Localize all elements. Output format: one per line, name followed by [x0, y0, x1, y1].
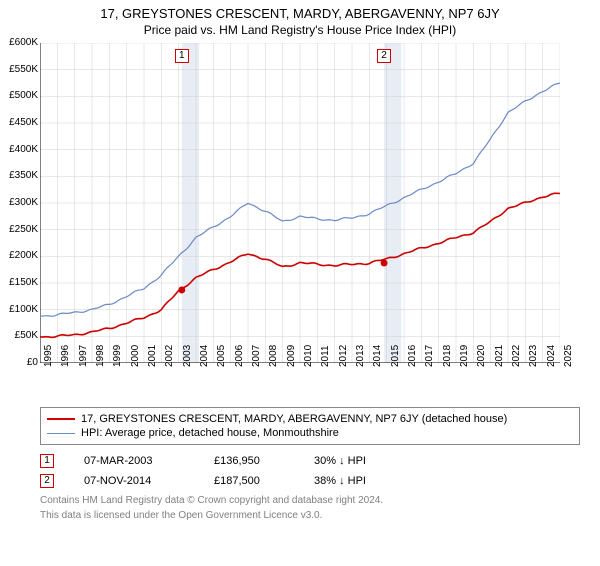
line-chart	[40, 43, 560, 363]
sale-date: 07-NOV-2014	[84, 475, 184, 487]
sale-marker: 1	[40, 454, 54, 468]
page-title: 17, GREYSTONES CRESCENT, MARDY, ABERGAVE…	[0, 6, 600, 21]
footnote-licence: This data is licensed under the Open Gov…	[40, 510, 580, 521]
x-axis-label: 2025	[563, 345, 585, 367]
y-axis-label: £450K	[2, 117, 38, 128]
legend-swatch	[47, 418, 75, 420]
legend-swatch	[47, 433, 75, 434]
y-axis-label: £500K	[2, 90, 38, 101]
chart-marker: 2	[377, 49, 391, 63]
y-axis-label: £300K	[2, 197, 38, 208]
y-axis-label: £350K	[2, 170, 38, 181]
sale-price: £187,500	[214, 475, 284, 487]
page-subtitle: Price paid vs. HM Land Registry's House …	[0, 23, 600, 37]
y-axis-label: £600K	[2, 37, 38, 48]
legend: 17, GREYSTONES CRESCENT, MARDY, ABERGAVE…	[40, 407, 580, 445]
sale-marker: 2	[40, 474, 54, 488]
sale-pct: 38% ↓ HPI	[314, 475, 366, 487]
sale-pct: 30% ↓ HPI	[314, 455, 366, 467]
chart-marker: 1	[175, 49, 189, 63]
y-axis-label: £50K	[2, 330, 38, 341]
chart-area: £0£50K£100K£150K£200K£250K£300K£350K£400…	[40, 43, 600, 383]
sales-table: 1 07-MAR-2003 £136,950 30% ↓ HPI 2 07-NOV-201…	[40, 451, 580, 491]
y-axis-label: £150K	[2, 277, 38, 288]
footnote-copyright: Contains HM Land Registry data © Crown c…	[40, 495, 580, 506]
y-axis-label: £550K	[2, 64, 38, 75]
sale-row: 1 07-MAR-2003 £136,950 30% ↓ HPI	[40, 451, 580, 471]
sale-row: 2 07-NOV-2014 £187,500 38% ↓ HPI	[40, 471, 580, 491]
legend-item: HPI: Average price, detached house, Monm…	[47, 426, 573, 440]
legend-label: HPI: Average price, detached house, Monm…	[81, 427, 339, 439]
y-axis-label: £100K	[2, 304, 38, 315]
y-axis-label: £400K	[2, 144, 38, 155]
sale-date: 07-MAR-2003	[84, 455, 184, 467]
y-axis-label: £200K	[2, 250, 38, 261]
y-axis-label: £250K	[2, 224, 38, 235]
legend-label: 17, GREYSTONES CRESCENT, MARDY, ABERGAVE…	[81, 413, 507, 425]
legend-item: 17, GREYSTONES CRESCENT, MARDY, ABERGAVE…	[47, 412, 573, 426]
sale-price: £136,950	[214, 455, 284, 467]
y-axis-label: £0	[2, 357, 38, 368]
